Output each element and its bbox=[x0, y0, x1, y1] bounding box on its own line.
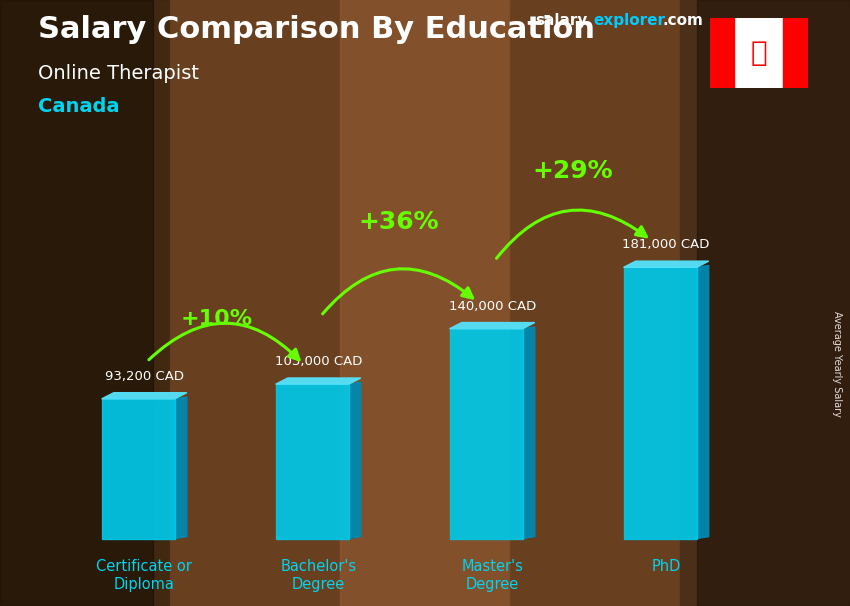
Text: Salary Comparison By Education: Salary Comparison By Education bbox=[38, 15, 595, 44]
Bar bbox=[710, 18, 734, 88]
Polygon shape bbox=[696, 265, 709, 539]
Bar bbox=[0, 0, 153, 606]
Text: salary: salary bbox=[536, 13, 588, 28]
Text: Online Therapist: Online Therapist bbox=[38, 64, 199, 82]
Text: Master's
Degree: Master's Degree bbox=[462, 559, 523, 591]
Bar bbox=[697, 0, 850, 606]
Polygon shape bbox=[275, 378, 361, 384]
Bar bbox=[783, 18, 808, 88]
Text: 140,000 CAD: 140,000 CAD bbox=[449, 300, 536, 313]
Text: +36%: +36% bbox=[359, 210, 439, 234]
Text: .com: .com bbox=[663, 13, 704, 28]
Bar bbox=[0, 0, 170, 606]
Text: Average Yearly Salary: Average Yearly Salary bbox=[832, 311, 842, 416]
Text: Canada: Canada bbox=[38, 97, 120, 116]
Polygon shape bbox=[523, 327, 535, 539]
Text: +29%: +29% bbox=[533, 159, 614, 183]
Bar bbox=[275, 384, 348, 539]
Polygon shape bbox=[102, 393, 187, 399]
Polygon shape bbox=[348, 382, 361, 539]
Bar bbox=[340, 0, 510, 606]
Bar bbox=[734, 18, 783, 88]
Text: Certificate or
Diploma: Certificate or Diploma bbox=[96, 559, 192, 591]
Bar bbox=[510, 0, 680, 606]
Text: 181,000 CAD: 181,000 CAD bbox=[622, 239, 710, 251]
Bar bbox=[450, 329, 523, 539]
Bar bbox=[170, 0, 340, 606]
Bar bbox=[680, 0, 850, 606]
Text: 93,200 CAD: 93,200 CAD bbox=[105, 370, 184, 383]
Polygon shape bbox=[175, 397, 187, 539]
Text: 🍁: 🍁 bbox=[751, 39, 767, 67]
Bar bbox=[624, 267, 696, 539]
Text: PhD: PhD bbox=[651, 559, 681, 574]
Text: explorer: explorer bbox=[593, 13, 666, 28]
Polygon shape bbox=[624, 261, 709, 267]
Polygon shape bbox=[450, 322, 535, 329]
Text: +10%: +10% bbox=[180, 308, 252, 328]
Text: Bachelor's
Degree: Bachelor's Degree bbox=[280, 559, 356, 591]
Text: 103,000 CAD: 103,000 CAD bbox=[275, 355, 362, 368]
Bar bbox=[102, 399, 175, 539]
